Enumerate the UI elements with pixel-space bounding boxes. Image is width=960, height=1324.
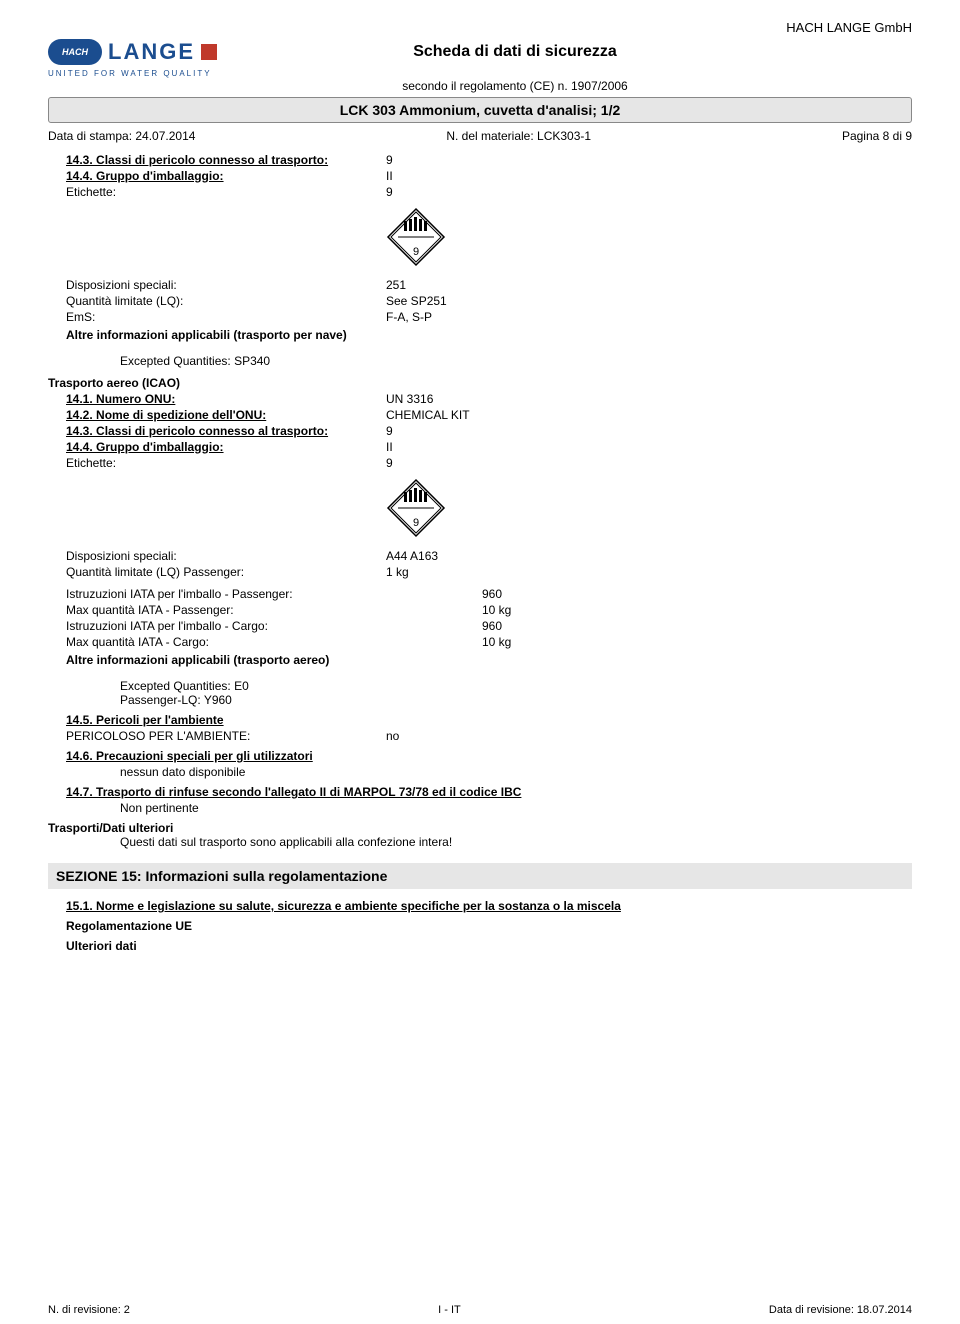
- iata-cargo-max-label: Max quantità IATA - Cargo:: [66, 635, 482, 649]
- product-bar: LCK 303 Ammonium, cuvetta d'analisi; 1/2: [48, 97, 912, 123]
- header-row: HACH LANGE UNITED FOR WATER QUALITY Sche…: [48, 39, 912, 93]
- extra-heading: Trasporti/Dati ulteriori: [48, 821, 912, 835]
- company-name: HACH LANGE GmbH: [48, 20, 912, 35]
- b1-special-prov-label: Disposizioni speciali:: [66, 278, 386, 292]
- b1-excepted-qty: Excepted Quantities: SP340: [48, 354, 912, 368]
- icao-transport-class-value: 9: [386, 424, 912, 438]
- s14-7-text: Non pertinente: [48, 801, 912, 815]
- svg-text:9: 9: [413, 246, 419, 258]
- env-danger-label: PERICOLOSO PER L'AMBIENTE:: [66, 729, 386, 743]
- title-block: Scheda di dati di sicurezza secondo il r…: [268, 39, 762, 93]
- hach-logo: HACH: [48, 39, 102, 65]
- b1-transport-class-value: 9: [386, 153, 912, 167]
- b1-other-info: Altre informazioni applicabili (trasport…: [48, 328, 912, 342]
- section-15-bar: SEZIONE 15: Informazioni sulla regolamen…: [48, 863, 912, 889]
- hazard-placard-icon: 9: [386, 478, 446, 538]
- material-number: N. del materiale: LCK303-1: [446, 129, 591, 143]
- icao-ship-name-value: CHEMICAL KIT: [386, 408, 912, 422]
- print-date: Data di stampa: 24.07.2014: [48, 129, 195, 143]
- doc-title: Scheda di dati di sicurezza: [268, 43, 762, 61]
- iata-pass-instr-value: 960: [482, 587, 912, 601]
- s14-5-heading: 14.5. Pericoli per l'ambiente: [48, 713, 912, 727]
- s15-further-data: Ulteriori dati: [48, 939, 912, 953]
- s15-reg-ue: Regolamentazione UE: [48, 919, 912, 933]
- b1-ems-value: F-A, S-P: [386, 310, 912, 324]
- svg-text:9: 9: [413, 517, 419, 529]
- b1-ems-label: EmS:: [66, 310, 386, 324]
- footer-locale: I - IT: [438, 1304, 461, 1316]
- icao-packing-group-label: 14.4. Gruppo d'imballaggio:: [66, 440, 386, 454]
- logo-block: HACH LANGE UNITED FOR WATER QUALITY: [48, 39, 268, 78]
- s15-1-heading: 15.1. Norme e legislazione su salute, si…: [48, 899, 912, 913]
- iata-cargo-instr-label: Istruzuzioni IATA per l'imballo - Cargo:: [66, 619, 482, 633]
- b1-labels-label: Etichette:: [66, 185, 386, 199]
- iata-pass-instr-label: Istruzuzioni IATA per l'imballo - Passen…: [66, 587, 482, 601]
- icao-heading: Trasporto aereo (ICAO): [48, 376, 912, 390]
- icao-packing-group-value: II: [386, 440, 912, 454]
- b1-lq-value: See SP251: [386, 294, 912, 308]
- iata-pass-max-label: Max quantità IATA - Passenger:: [66, 603, 482, 617]
- icao-excepted-1: Excepted Quantities: E0: [48, 679, 912, 693]
- icao-un-number-value: UN 3316: [386, 392, 912, 406]
- b1-special-prov-value: 251: [386, 278, 912, 292]
- icao-lq-label: Quantità limitate (LQ) Passenger:: [66, 565, 386, 579]
- icao-ship-name-label: 14.2. Nome di spedizione dell'ONU:: [66, 408, 386, 422]
- iata-cargo-max-value: 10 kg: [482, 635, 912, 649]
- logo-tagline: UNITED FOR WATER QUALITY: [48, 69, 268, 78]
- hazard-placard-icon: 9: [386, 207, 446, 267]
- icao-labels-label: Etichette:: [66, 456, 386, 470]
- icao-un-number-label: 14.1. Numero ONU:: [66, 392, 386, 406]
- b1-transport-class-label: 14.3. Classi di pericolo connesso al tra…: [66, 153, 386, 167]
- b1-labels-value: 9: [386, 185, 912, 199]
- iata-pass-max-value: 10 kg: [482, 603, 912, 617]
- icao-special-prov-value: A44 A163: [386, 549, 912, 563]
- env-danger-value: no: [386, 729, 912, 743]
- s14-6-text: nessun dato disponibile: [48, 765, 912, 779]
- footer: N. di revisione: 2 I - IT Data di revisi…: [48, 1304, 912, 1316]
- doc-subtitle: secondo il regolamento (CE) n. 1907/2006: [268, 79, 762, 93]
- b1-packing-group-value: II: [386, 169, 912, 183]
- footer-revision-date: Data di revisione: 18.07.2014: [769, 1304, 912, 1316]
- icao-excepted-2: Passenger-LQ: Y960: [48, 693, 912, 707]
- icao-lq-value: 1 kg: [386, 565, 912, 579]
- icao-special-prov-label: Disposizioni speciali:: [66, 549, 386, 563]
- logo-square-icon: [201, 44, 217, 60]
- extra-text: Questi dati sul trasporto sono applicabi…: [48, 835, 912, 849]
- icao-labels-value: 9: [386, 456, 912, 470]
- footer-revision-num: N. di revisione: 2: [48, 1304, 130, 1316]
- b1-packing-group-label: 14.4. Gruppo d'imballaggio:: [66, 169, 386, 183]
- b1-lq-label: Quantità limitate (LQ):: [66, 294, 386, 308]
- iata-cargo-instr-value: 960: [482, 619, 912, 633]
- s14-7-heading: 14.7. Trasporto di rinfuse secondo l'all…: [48, 785, 912, 799]
- meta-row: Data di stampa: 24.07.2014 N. del materi…: [48, 129, 912, 143]
- lange-logo-text: LANGE: [108, 39, 195, 65]
- icao-other-info: Altre informazioni applicabili (trasport…: [48, 653, 912, 667]
- s14-6-heading: 14.6. Precauzioni speciali per gli utili…: [48, 749, 912, 763]
- page-number: Pagina 8 di 9: [842, 129, 912, 143]
- icao-transport-class-label: 14.3. Classi di pericolo connesso al tra…: [66, 424, 386, 438]
